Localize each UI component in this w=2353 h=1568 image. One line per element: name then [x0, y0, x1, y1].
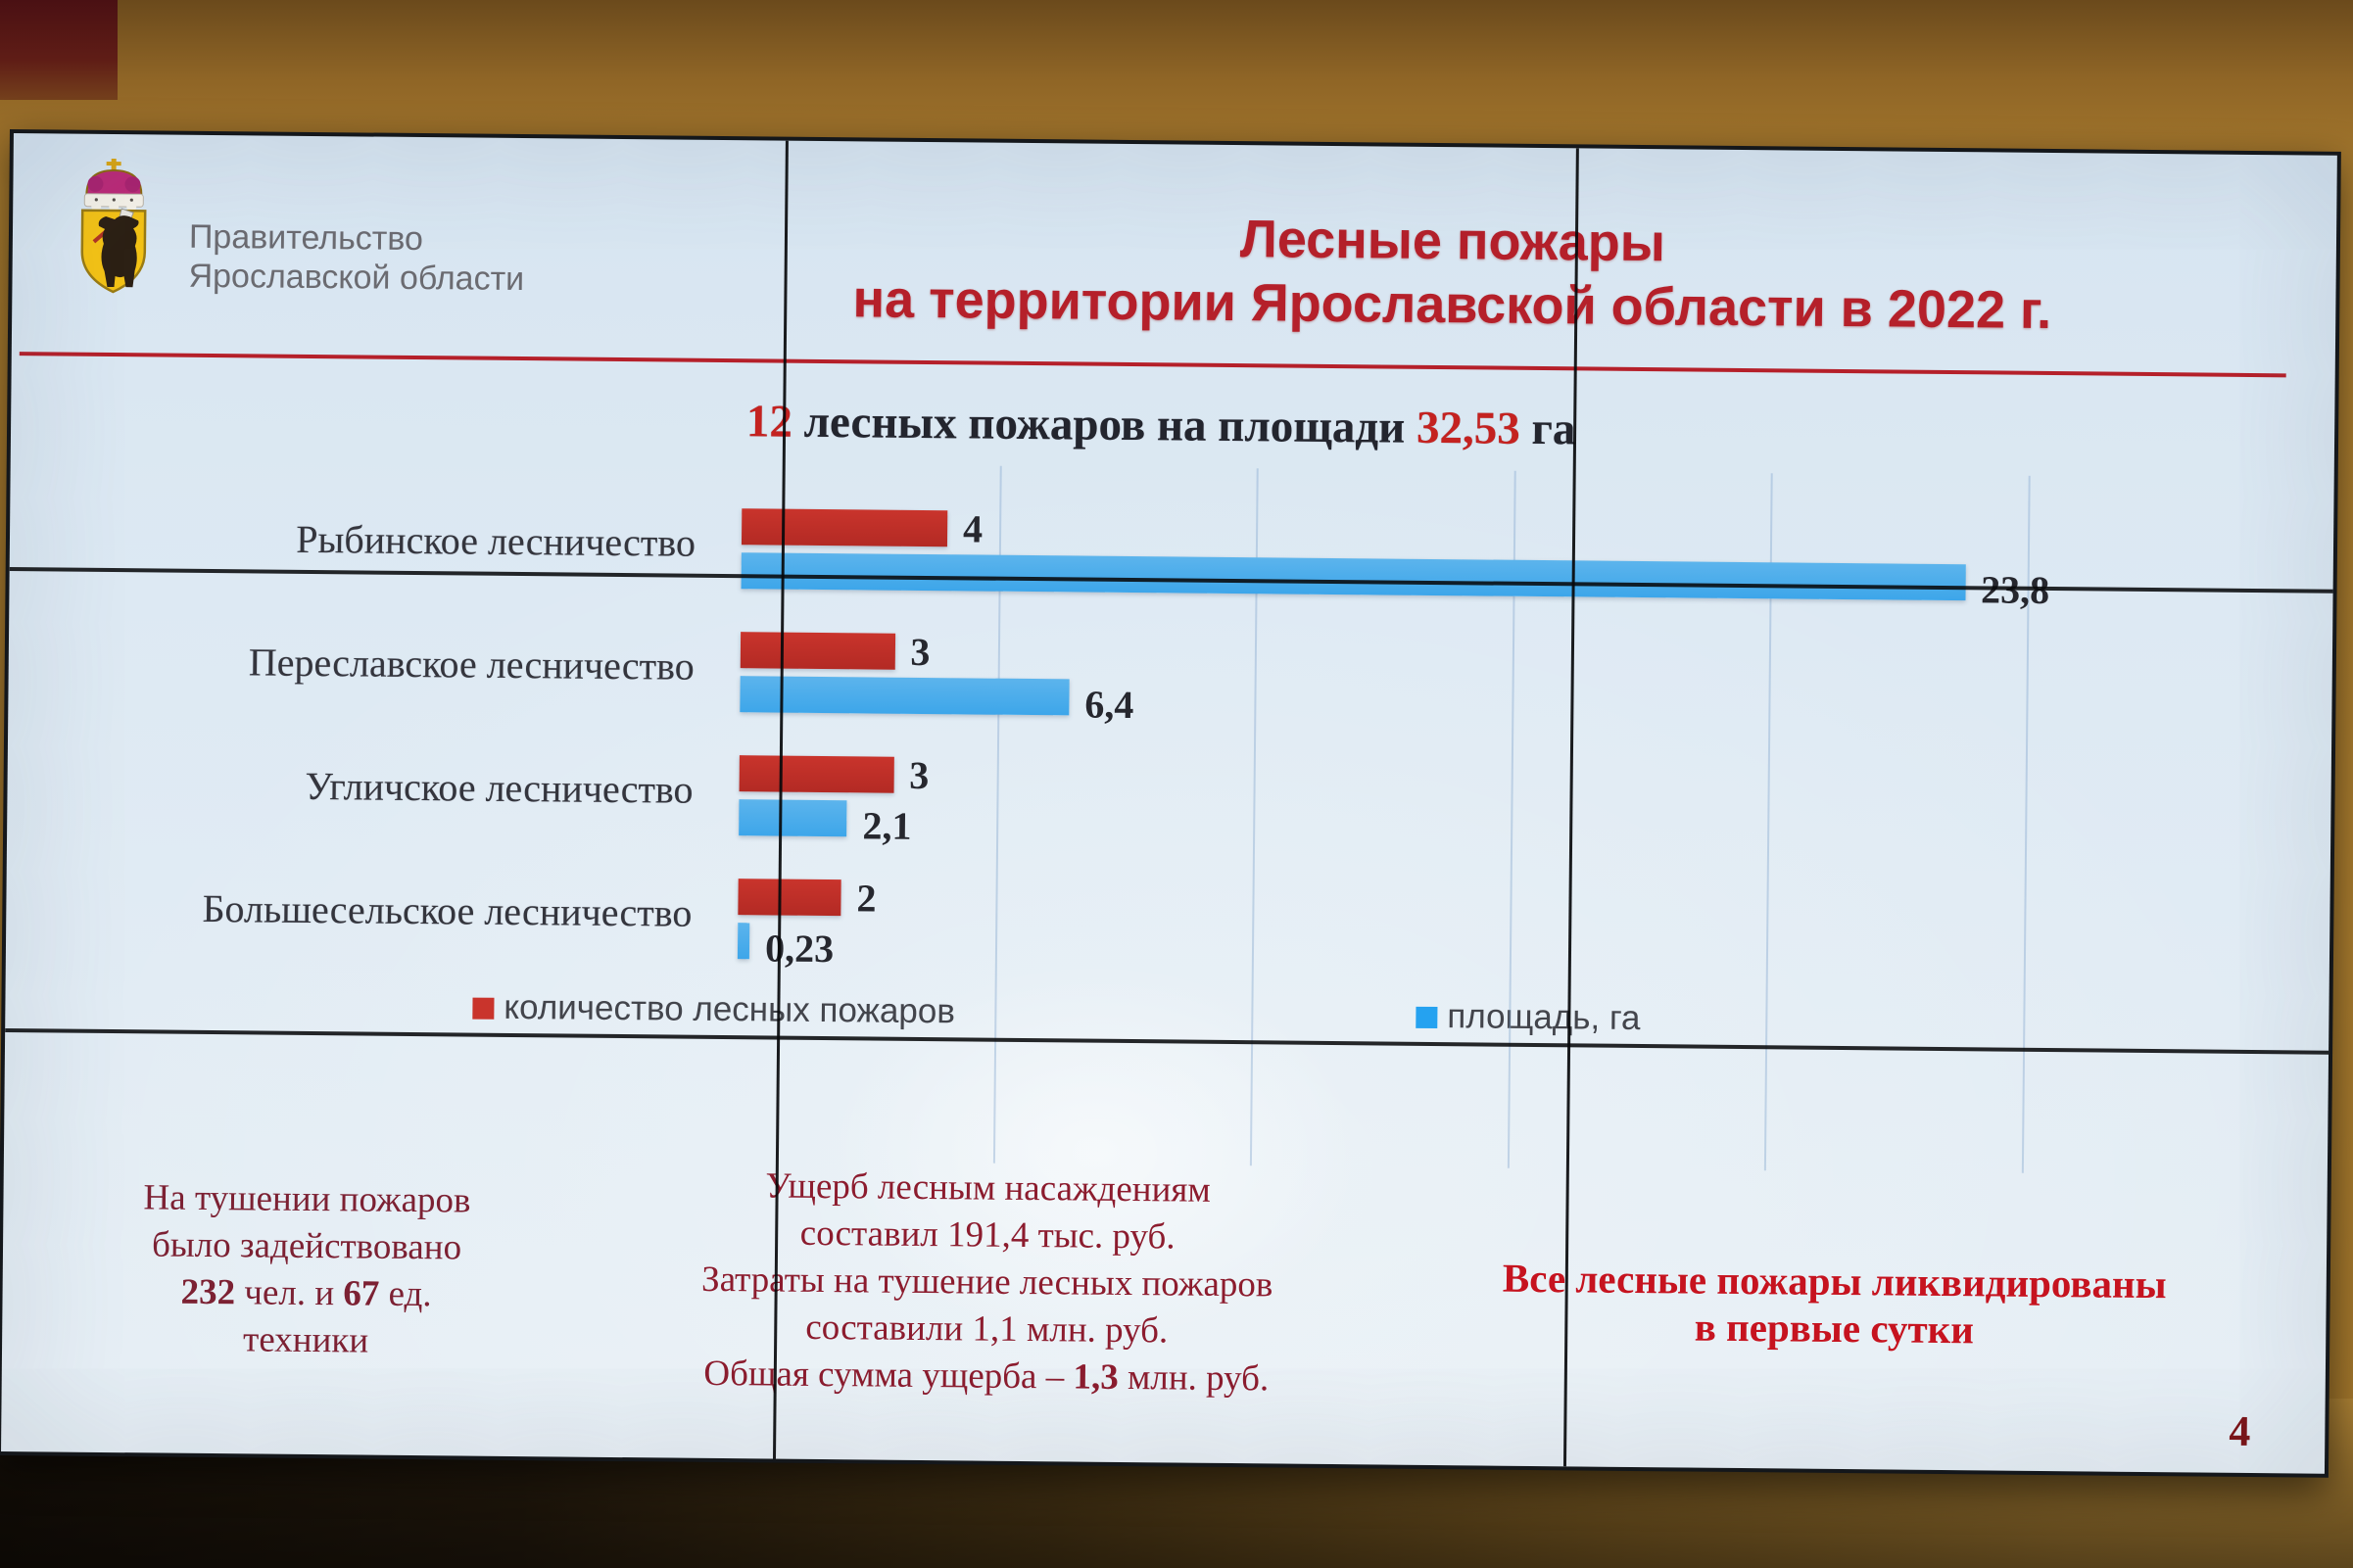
bar-value-fires: 3: [908, 752, 930, 798]
category-label: Рыбинское лесничество: [296, 516, 696, 565]
category-label: Угличское лесничество: [305, 763, 694, 812]
bar-fires-count: [738, 879, 841, 917]
bar-chart: Рыбинское лесничество 4 23,8 Переславское л…: [1, 133, 2337, 1474]
coat-of-arms-logo: [80, 158, 147, 294]
bar-fires-count: [741, 508, 948, 547]
wall-corner-shadow: [0, 0, 118, 100]
bar-value-area: 0,23: [764, 926, 835, 972]
category-label: Переславское лесничество: [248, 640, 695, 689]
bar-value-fires: 4: [962, 506, 984, 551]
bar-value-fires: 2: [856, 876, 877, 921]
bar-area-ha: [737, 923, 750, 960]
slide: Правительство Ярославской области Лесные…: [1, 133, 2337, 1474]
presentation-screen: Правительство Ярославской области Лесные…: [0, 129, 2341, 1478]
bar-fires-count: [739, 755, 894, 793]
bar-area-ha: [739, 799, 847, 837]
bar-value-area: 6,4: [1084, 682, 1134, 728]
category-label: Большесельское лесничество: [202, 885, 693, 935]
bar-value-area: 2,1: [862, 803, 912, 848]
bar-area-ha: [740, 676, 1070, 716]
bear: [98, 215, 139, 288]
bar-fires-count: [740, 632, 895, 670]
bar-value-fires: 3: [910, 629, 931, 675]
